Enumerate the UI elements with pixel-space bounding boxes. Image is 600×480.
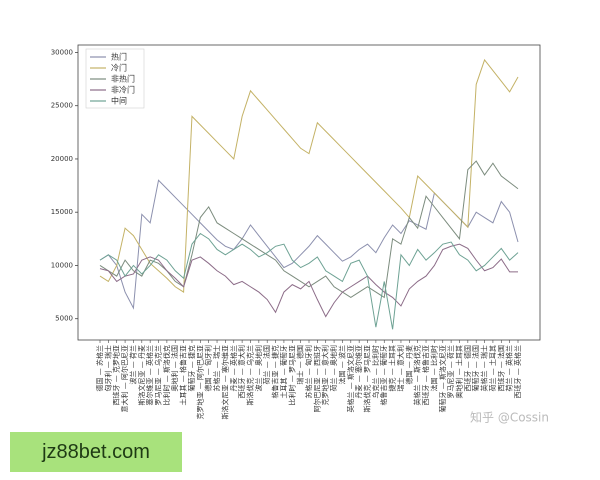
x-tick-label: 瑞士 — 德国 <box>296 345 305 384</box>
x-tick-label: 葡萄牙 — 法国 <box>471 345 480 391</box>
x-tick-label: 奥地利 — 法国 <box>170 345 179 391</box>
x-tick-label: 捷克 — 土耳其 <box>388 345 397 391</box>
x-tick-label: 斯洛伐克 — 罗马尼亚 <box>363 345 372 412</box>
x-tick-label: 乌克兰 — 比利时 <box>371 345 380 398</box>
x-tick-label: 苏格兰 — 瑞士 <box>212 345 221 391</box>
x-tick-label: 丹麦 — 塞尔维亚 <box>354 345 363 398</box>
y-tick-label: 10000 <box>51 261 73 269</box>
x-tick-label: 西班牙 — 格鲁吉亚 <box>421 345 430 405</box>
x-tick-label: 荷兰 — 奥地利 <box>329 345 338 391</box>
x-tick-label: 匈牙利 — 瑞士 <box>103 345 112 391</box>
x-tick-label: 英格兰 — 斯洛伐克 <box>413 345 422 405</box>
series-line <box>99 243 518 318</box>
x-tick-label: 罗马尼亚 — 乌克兰 <box>154 345 163 405</box>
overlay-banner: jz88bet.com <box>10 432 182 472</box>
y-tick-label: 15000 <box>51 208 73 216</box>
legend-label: 非热门 <box>111 74 135 84</box>
x-tick-label: 荷兰 — 英格兰 <box>505 345 514 391</box>
x-tick-label: 西班牙 — 克罗地亚 <box>112 345 121 405</box>
x-tick-label: 斯洛伐克 — 乌克兰 <box>245 345 254 405</box>
legend-label: 热门 <box>111 52 127 62</box>
x-tick-label: 德国 — 苏格兰 <box>95 345 104 391</box>
x-tick-label: 西班牙 — 德国 <box>463 345 472 391</box>
x-tick-label: 波兰 — 奥地利 <box>254 345 263 391</box>
legend-label: 非冷门 <box>111 85 135 95</box>
series-line <box>99 179 519 310</box>
legend-label: 冷门 <box>111 63 127 73</box>
x-tick-label: 德国 — 丹麦 <box>404 345 413 384</box>
x-tick-label: 英格兰 — 斯洛文尼亚 <box>346 345 355 412</box>
x-tick-label: 罗马尼亚 — 荷兰 <box>446 345 455 398</box>
x-tick-label: 法国 — 波兰 <box>337 345 346 384</box>
x-tick-label: 比利时 — 罗马尼亚 <box>287 345 296 405</box>
x-tick-label: 格鲁吉亚 — 捷克 <box>271 345 280 398</box>
x-tick-label: 荷兰 — 法国 <box>262 345 271 384</box>
x-tick-label: 葡萄牙 — 斯洛文尼亚 <box>438 345 447 412</box>
x-tick-label: 葡萄牙 — 捷克 <box>187 345 196 391</box>
legend-label: 中间 <box>111 96 127 106</box>
x-tick-label: 瑞士 — 意大利 <box>396 345 405 391</box>
x-tick-label: 克罗地亚 — 阿尔巴尼亚 <box>195 345 204 419</box>
x-tick-label: 斯洛文尼亚 — 丹麦 <box>137 345 146 405</box>
x-tick-label: 西班牙 — 英格兰 <box>513 345 522 398</box>
watermark: 知乎 @Cossin <box>470 411 549 425</box>
x-tick-label: 土耳其 — 格鲁吉亚 <box>179 345 188 405</box>
y-tick-label: 5000 <box>55 315 73 323</box>
x-tick-label: 波兰 — 荷兰 <box>128 345 137 384</box>
x-tick-label: 丹麦 — 英格兰 <box>229 345 238 391</box>
x-tick-label: 阿尔巴尼亚 — 西班牙 <box>312 345 321 412</box>
series-line <box>99 58 519 293</box>
x-tick-label: 格鲁吉亚 — 葡萄牙 <box>379 345 388 405</box>
x-tick-label: 荷兰 — 土耳其 <box>488 345 497 391</box>
x-tick-label: 奥地利 — 土耳其 <box>454 345 463 398</box>
x-tick-label: 法国 — 比利时 <box>429 345 438 391</box>
plot-frame <box>77 44 541 341</box>
series-line <box>99 160 519 299</box>
y-tick-label: 30000 <box>51 48 73 56</box>
x-tick-label: 斯洛文尼亚 — 塞尔维亚 <box>220 345 229 419</box>
x-tick-label: 西班牙 — 法国 <box>496 345 505 391</box>
x-tick-label: 苏格兰 — 匈牙利 <box>304 345 313 398</box>
x-tick-label: 克罗地亚 — 意大利 <box>321 345 330 405</box>
x-tick-label: 西班牙 — 意大利 <box>237 345 246 398</box>
x-tick-label: 土耳其 — 葡萄牙 <box>279 345 288 398</box>
x-tick-label: 英格兰 — 瑞士 <box>480 345 489 391</box>
y-tick-label: 25000 <box>51 102 73 110</box>
y-tick-label: 20000 <box>51 155 73 163</box>
x-tick-label: 德国 — 匈牙利 <box>204 345 213 391</box>
x-tick-label: 意大利 — 阿尔巴尼亚 <box>120 345 129 412</box>
x-tick-label: 比利时 — 斯洛伐克 <box>162 345 171 405</box>
x-tick-label: 塞尔维亚 — 英格兰 <box>145 345 154 405</box>
series-line <box>99 232 519 330</box>
